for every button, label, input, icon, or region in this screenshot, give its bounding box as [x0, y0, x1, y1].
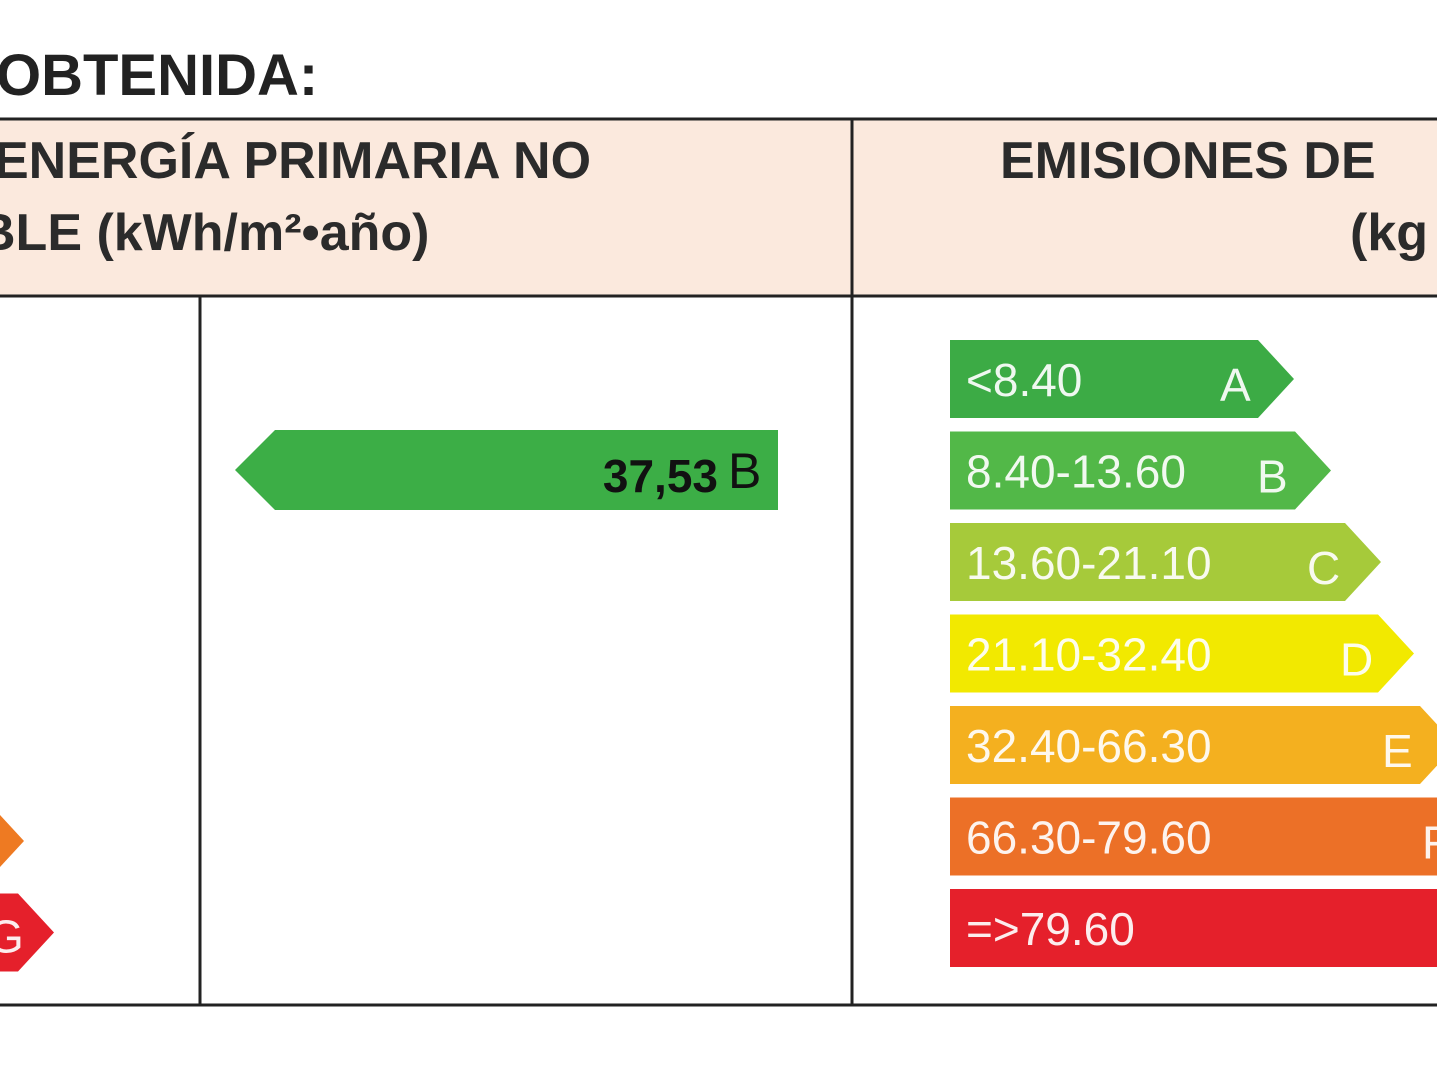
- header-background: [0, 120, 1437, 295]
- scale-arrow: [0, 893, 54, 972]
- scale-range: 66.30-79.60: [966, 812, 1212, 864]
- scale-letter: E: [1382, 725, 1413, 777]
- scale-arrow: [950, 523, 1381, 601]
- scale-range: <8.40: [966, 354, 1082, 406]
- scale-arrow: [950, 340, 1294, 418]
- scale-arrow: [950, 614, 1414, 693]
- column-header: BLE (kWh/m²•año): [0, 204, 430, 262]
- scale-letter: D: [1340, 634, 1373, 686]
- rating-arrow: [235, 430, 778, 510]
- scale-letter: A: [1220, 359, 1251, 411]
- scale-arrow: [950, 889, 1437, 967]
- scale-letter: B: [1257, 451, 1288, 503]
- rating-value: 37,53: [603, 450, 718, 502]
- scale-arrow: [950, 431, 1331, 510]
- column-header: ENERGÍA PRIMARIA NO: [0, 132, 591, 190]
- scale-letter: G: [0, 911, 24, 963]
- column-header: EMISIONES DE: [1000, 132, 1376, 190]
- scale-letter: F: [1422, 817, 1437, 869]
- column-header: (kg: [1350, 204, 1428, 262]
- scale-range: 32.40-66.30: [966, 720, 1212, 772]
- scale-arrow: [950, 797, 1437, 876]
- scale-range: 21.10-32.40: [966, 629, 1212, 681]
- scale-range: 13.60-21.10: [966, 537, 1212, 589]
- scale-arrow: [0, 815, 24, 867]
- rating-letter: B: [728, 443, 761, 499]
- section-title: OBTENIDA:: [0, 43, 318, 108]
- scale-range: 8.40-13.60: [966, 446, 1186, 498]
- scale-arrow: [950, 706, 1437, 784]
- scale-letter: C: [1307, 542, 1340, 594]
- scale-range: =>79.60: [966, 903, 1135, 955]
